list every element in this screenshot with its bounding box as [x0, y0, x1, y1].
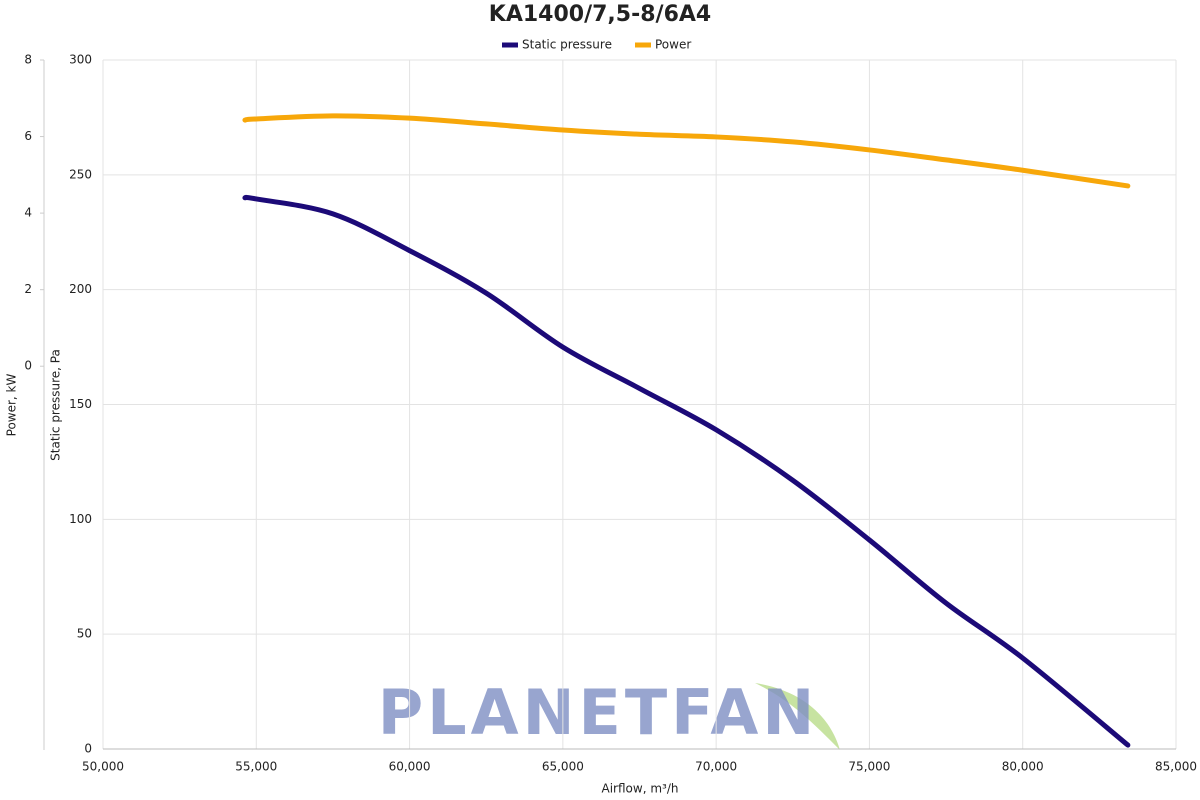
y2-tick-label: 2	[24, 282, 32, 296]
y2-tick-label: 8	[24, 53, 32, 67]
y-tick-label: 0	[84, 742, 92, 756]
x-tick-label: 60,000	[389, 760, 431, 774]
y-tick-label: 300	[69, 53, 92, 67]
y-axis-label: Static pressure, Pa	[49, 349, 63, 461]
y-tick-label: 150	[69, 397, 92, 411]
y-tick-label: 50	[77, 627, 92, 641]
x-tick-label: 55,000	[235, 760, 277, 774]
legend-label: Static pressure	[522, 38, 612, 52]
x-tick-label: 80,000	[1002, 760, 1044, 774]
y-tick-label: 100	[69, 512, 92, 526]
legend-label: Power	[655, 38, 691, 52]
y-tick-label: 200	[69, 282, 92, 296]
y2-tick-label: 4	[24, 206, 32, 220]
y2-tick-label: 6	[24, 129, 32, 143]
y-tick-label: 250	[69, 167, 92, 181]
x-axis-label: Airflow, m³/h	[602, 782, 679, 796]
x-tick-label: 85,000	[1155, 760, 1197, 774]
x-tick-label: 75,000	[848, 760, 890, 774]
y2-tick-label: 0	[24, 359, 32, 373]
series-line	[242, 194, 1131, 748]
x-tick-label: 70,000	[695, 760, 737, 774]
y2-axis-label: Power, kW	[5, 374, 19, 437]
x-tick-label: 65,000	[542, 760, 584, 774]
series-line	[242, 113, 1131, 189]
chart-title: KA1400/7,5-8/6A4	[489, 2, 711, 27]
x-tick-label: 50,000	[82, 760, 124, 774]
watermark: PLANETFAN	[378, 676, 819, 749]
